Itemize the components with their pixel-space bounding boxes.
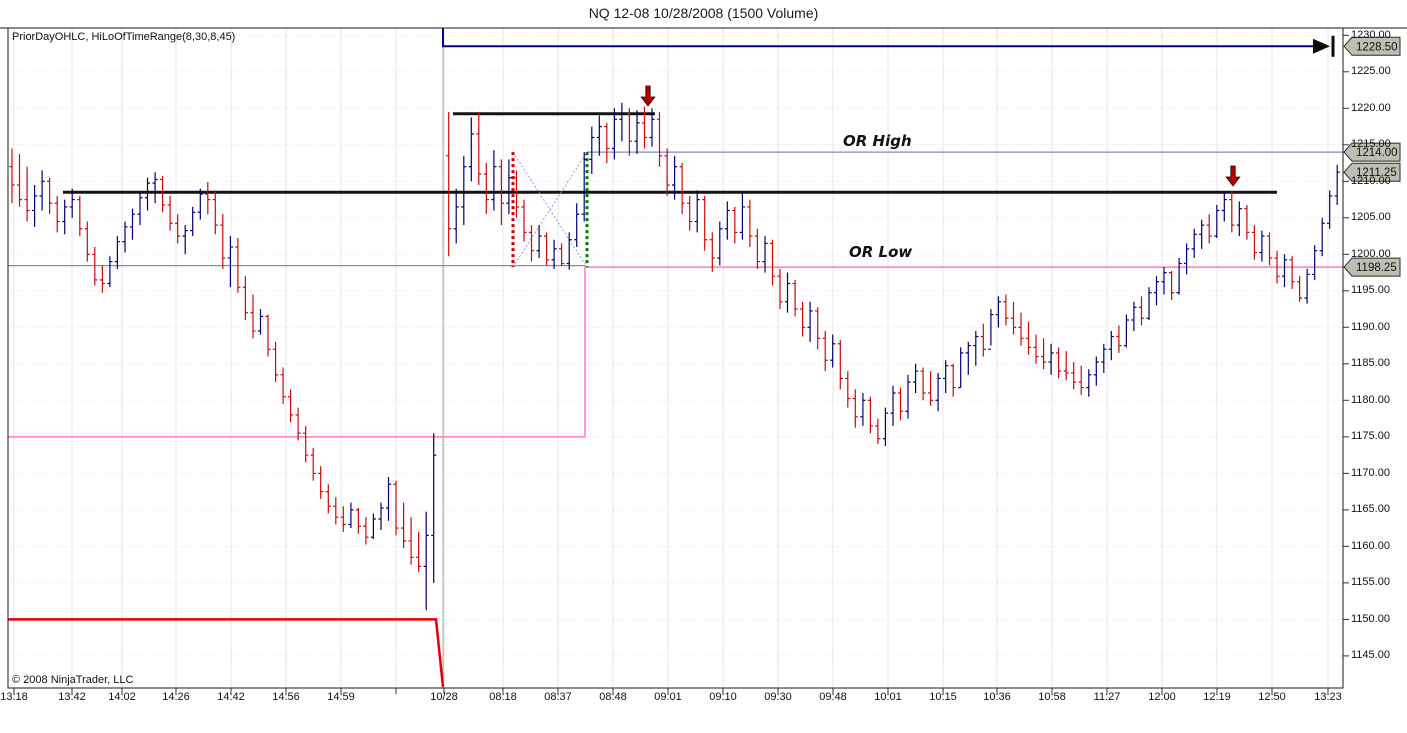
sell-signal-arrow-icon	[1225, 165, 1241, 187]
y-axis-label: 1225.00	[1351, 65, 1391, 78]
or-low-annotation: OR Low	[849, 243, 913, 261]
y-axis-label: 1230.00	[1351, 28, 1391, 41]
x-axis-label: 08:18	[489, 691, 517, 703]
x-axis-label: 14:26	[162, 691, 190, 703]
price-marker-tag	[1343, 142, 1401, 162]
x-axis-label: 09:48	[819, 691, 847, 703]
y-axis-label: 1175.00	[1351, 430, 1390, 443]
x-axis-label: 14:02	[108, 691, 136, 703]
x-axis-label: 09:10	[709, 691, 737, 703]
y-axis-label: 1165.00	[1351, 503, 1390, 516]
x-axis-label: 14:42	[217, 691, 245, 703]
x-axis-label: 08:37	[544, 691, 572, 703]
x-axis-label: 10:58	[1038, 691, 1066, 703]
x-axis-label: 13:23	[1314, 691, 1342, 703]
x-axis-label: 14:59	[327, 691, 355, 703]
x-axis-label: 10:15	[929, 691, 957, 703]
x-axis-label: 10/28	[430, 691, 458, 703]
price-marker-value: 1198.25	[1356, 262, 1397, 274]
price-marker-value: 1228.50	[1356, 41, 1398, 53]
y-axis-label: 1160.00	[1351, 539, 1390, 552]
x-axis-label: 12:00	[1148, 691, 1176, 703]
x-axis-label: 14:56	[272, 691, 300, 703]
y-axis-label: 1170.00	[1351, 466, 1390, 479]
y-axis-label: 1155.00	[1351, 576, 1390, 589]
price-marker-tag	[1343, 257, 1401, 277]
x-axis-label: 10:01	[874, 691, 902, 703]
y-axis-label: 1215.00	[1351, 138, 1391, 151]
x-axis-label: 13:42	[58, 691, 86, 703]
x-axis-label: 11:27	[1093, 691, 1121, 703]
x-axis-label: 13:18	[0, 691, 28, 703]
y-axis-label: 1145.00	[1351, 649, 1390, 662]
x-axis-label: 09:30	[764, 691, 792, 703]
sell-signal-arrow-icon	[640, 85, 656, 107]
y-axis-label: 1185.00	[1351, 357, 1390, 370]
y-axis-label: 1220.00	[1351, 101, 1391, 114]
y-axis-label: 1190.00	[1351, 320, 1390, 333]
copyright-label: © 2008 NinjaTrader, LLC	[12, 674, 134, 686]
indicator-label: PriorDayOHLC, HiLoOfTimeRange(8,30,8,45)	[12, 31, 236, 43]
price-marker-tag	[1343, 36, 1401, 56]
price-marker-value: 1214.00	[1356, 147, 1398, 159]
x-axis-label: 12:19	[1203, 691, 1231, 703]
x-axis-label: 08:48	[599, 691, 627, 703]
y-axis-label: 1195.00	[1351, 284, 1390, 297]
chart-title: NQ 12-08 10/28/2008 (1500 Volume)	[588, 5, 819, 21]
y-axis-label: 1180.00	[1351, 393, 1390, 406]
y-axis-label: 1205.00	[1351, 211, 1391, 224]
price-marker-tag	[1343, 162, 1401, 182]
y-axis-label: 1210.00	[1351, 174, 1391, 187]
y-axis-label: 1200.00	[1351, 247, 1391, 260]
x-axis-label: 09:01	[654, 691, 682, 703]
or-high-annotation: OR High	[843, 132, 912, 150]
x-axis-label: 12:50	[1258, 691, 1286, 703]
price-marker-value: 1211.25	[1356, 167, 1397, 179]
x-axis-label: 10:36	[983, 691, 1011, 703]
y-axis-label: 1150.00	[1351, 612, 1390, 625]
